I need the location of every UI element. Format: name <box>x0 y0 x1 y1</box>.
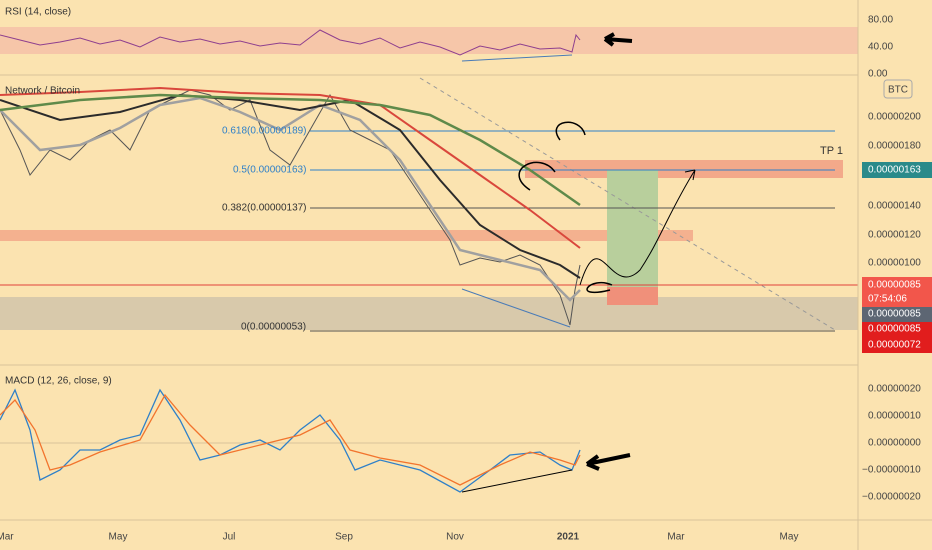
target-zone <box>525 160 843 178</box>
fib-label: 0(0.00000053) <box>241 322 306 333</box>
axis-label: 0.00000000 <box>868 438 921 449</box>
divergence-line <box>461 469 573 493</box>
axis-label: 0.00000180 <box>868 141 921 152</box>
x-label: Mar <box>0 532 14 543</box>
fib-label: 0.5(0.00000163) <box>233 165 306 176</box>
x-label: Jul <box>223 532 236 543</box>
divergence-line <box>461 288 571 328</box>
axis-label: 0.00000010 <box>868 411 921 422</box>
axis-label: 0.00000020 <box>868 384 921 395</box>
x-label: Mar <box>667 532 685 543</box>
price-tag-text: 0.00000085 <box>868 280 921 291</box>
countdown: 07:54:06 <box>868 294 907 305</box>
macd-line <box>0 388 581 493</box>
projection <box>579 169 696 286</box>
x-label: 2021 <box>557 532 580 543</box>
resistance-zone <box>0 230 693 241</box>
unit: BTC <box>888 85 908 96</box>
profit-box <box>607 170 658 287</box>
rsi-divergence <box>461 54 573 62</box>
x-label: May <box>109 532 128 543</box>
loss-box <box>607 287 658 305</box>
rsi-band <box>0 27 858 54</box>
price-tag <box>862 307 932 322</box>
trendline <box>419 77 836 331</box>
axis-label: −0.00000020 <box>862 492 921 503</box>
ema-200 <box>0 93 581 207</box>
symbol-title: Network / Bitcoin <box>5 86 80 97</box>
price-tag-text: 0.00000163 <box>868 165 921 176</box>
axis-label: 0.00000100 <box>868 258 921 269</box>
price-tag-text: 0.00000085 <box>868 309 921 320</box>
signal-line <box>0 393 581 486</box>
rsi-title: RSI (14, close) <box>5 7 71 18</box>
axis-label: 0.00000200 <box>868 112 921 123</box>
price-tag <box>862 162 932 178</box>
x-label: Sep <box>335 532 353 543</box>
price-tag-text: 0.00000085 <box>868 324 921 335</box>
price-tag-text: 0.00000072 <box>868 340 921 351</box>
rsi-line <box>0 29 581 56</box>
macd-title: MACD (12, 26, close, 9) <box>5 376 112 387</box>
target-label: TP 1 <box>820 145 843 157</box>
price-tag <box>862 337 932 353</box>
price-tag <box>862 277 932 307</box>
x-label: May <box>780 532 799 543</box>
fib-label: 0.618(0.00000189) <box>222 126 307 137</box>
arrow <box>585 453 631 471</box>
arrow <box>603 32 633 47</box>
axis-label: 0.00000120 <box>868 230 921 241</box>
axis-label: −0.00000010 <box>862 465 921 476</box>
support-zone <box>0 297 858 330</box>
ema-100 <box>0 86 581 249</box>
unit-box <box>883 79 913 99</box>
axis-label: 0.00 <box>868 69 888 80</box>
x-label: Nov <box>446 532 464 543</box>
axis-label: 0.00000140 <box>868 201 921 212</box>
price-tag <box>862 322 932 337</box>
fib-label: 0.382(0.00000137) <box>222 203 307 214</box>
axis-label: 40.00 <box>868 42 893 53</box>
annotation <box>518 121 613 294</box>
axis-label: 80.00 <box>868 15 893 26</box>
